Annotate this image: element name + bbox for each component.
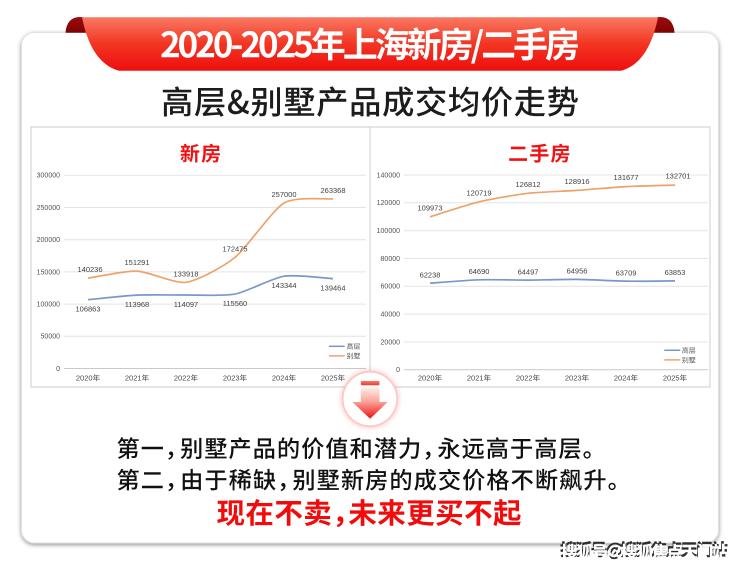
- svg-text:64956: 64956: [567, 267, 588, 276]
- svg-text:2020: 2020: [76, 374, 93, 383]
- svg-text:2021: 2021: [467, 374, 484, 383]
- svg-text:140236: 140236: [77, 265, 102, 274]
- svg-text:100000: 100000: [37, 302, 60, 309]
- svg-text:114097: 114097: [174, 300, 198, 309]
- svg-text:132701: 132701: [665, 172, 690, 181]
- svg-text:2025: 2025: [663, 374, 680, 383]
- svg-text:257000: 257000: [271, 190, 296, 199]
- svg-text:126812: 126812: [515, 180, 540, 189]
- svg-text:150000: 150000: [37, 269, 60, 276]
- svg-text:100000: 100000: [377, 228, 400, 235]
- svg-text:2023: 2023: [223, 374, 240, 383]
- svg-text:2022: 2022: [174, 374, 191, 383]
- svg-text:80000: 80000: [381, 256, 401, 263]
- svg-text:120000: 120000: [377, 200, 400, 207]
- svg-text:0: 0: [396, 367, 400, 374]
- svg-text:0: 0: [56, 366, 60, 373]
- svg-text:2023: 2023: [565, 374, 582, 383]
- svg-text:2025: 2025: [321, 374, 338, 383]
- svg-text:200000: 200000: [37, 237, 60, 244]
- svg-text:62238: 62238: [420, 271, 441, 280]
- svg-text:131677: 131677: [613, 173, 638, 182]
- svg-text:2022: 2022: [516, 374, 533, 383]
- svg-text:109973: 109973: [417, 203, 442, 212]
- svg-text:64497: 64497: [518, 267, 539, 276]
- svg-text:143344: 143344: [271, 281, 296, 290]
- svg-text:120719: 120719: [466, 188, 491, 197]
- svg-text:140000: 140000: [377, 172, 400, 179]
- svg-text:300000: 300000: [37, 173, 60, 180]
- svg-text:115560: 115560: [223, 299, 247, 308]
- svg-text:128916: 128916: [564, 177, 589, 186]
- svg-text:2021: 2021: [125, 374, 142, 383]
- svg-text:63853: 63853: [665, 268, 686, 277]
- svg-text:2024: 2024: [614, 374, 631, 383]
- svg-text:64690: 64690: [469, 267, 490, 276]
- svg-text:20000: 20000: [381, 339, 401, 346]
- svg-text:2020: 2020: [418, 374, 435, 383]
- svg-text:50000: 50000: [41, 334, 61, 341]
- svg-text:172475: 172475: [222, 244, 247, 253]
- svg-text:40000: 40000: [381, 312, 401, 319]
- svg-text:263368: 263368: [320, 186, 345, 195]
- svg-text:63709: 63709: [616, 268, 637, 277]
- svg-text:113968: 113968: [125, 300, 149, 309]
- svg-text:2024: 2024: [272, 374, 289, 383]
- svg-text:139464: 139464: [320, 284, 345, 293]
- svg-text:151291: 151291: [124, 258, 149, 267]
- svg-text:60000: 60000: [381, 284, 401, 291]
- svg-text:133918: 133918: [173, 269, 198, 278]
- svg-text:250000: 250000: [37, 205, 60, 212]
- svg-text:106863: 106863: [75, 305, 100, 314]
